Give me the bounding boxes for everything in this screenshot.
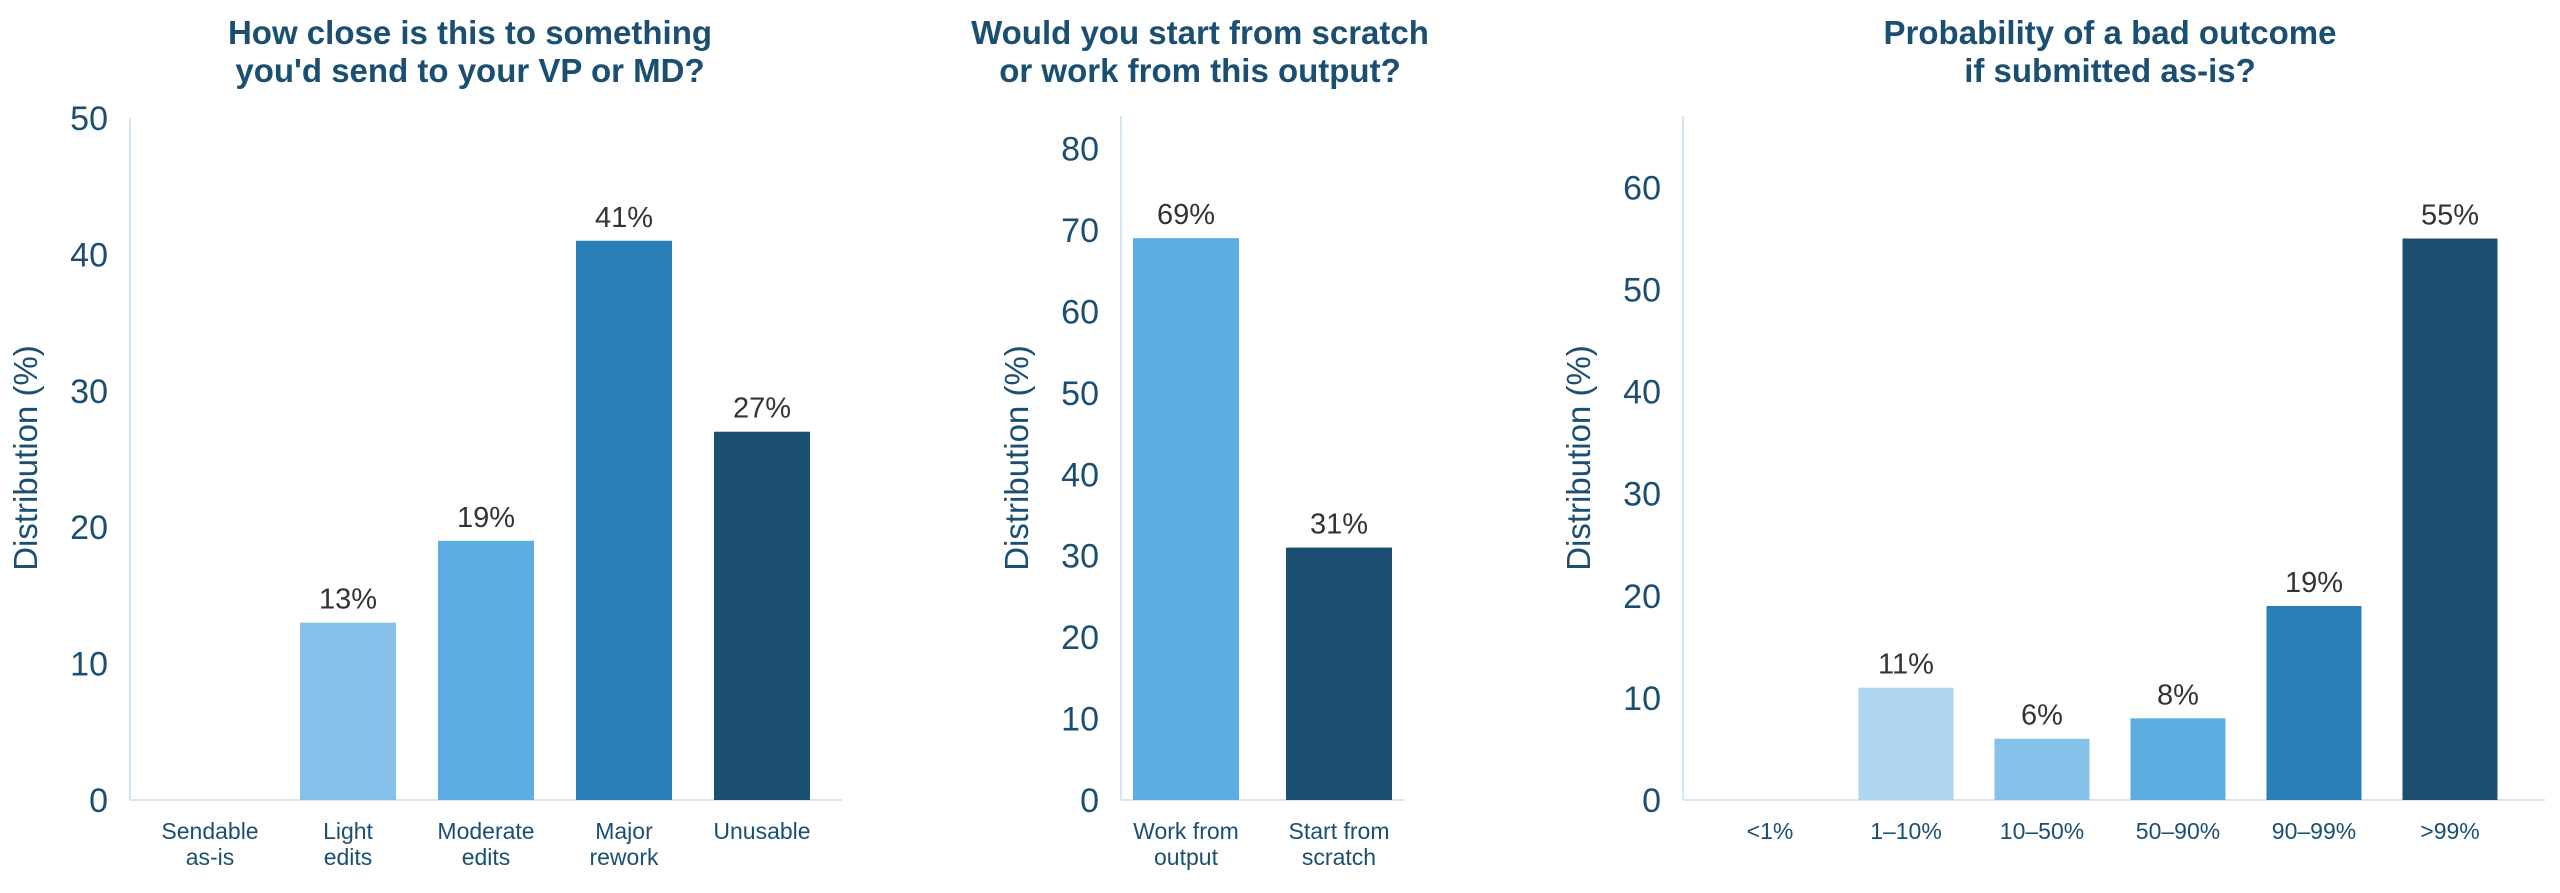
x-tick-label: 90–99% (2272, 818, 2356, 844)
y-tick-label: 0 (1642, 782, 1661, 820)
bar (438, 540, 534, 800)
data-label: 69% (1157, 199, 1215, 231)
data-label: 6% (2021, 700, 2063, 732)
bar (300, 622, 396, 800)
bar (1994, 738, 2090, 800)
y-tick-label: 30 (70, 373, 108, 411)
y-tick-label: 0 (89, 782, 108, 820)
x-tick-label: Moderate (437, 818, 534, 844)
bar-chart-1: 0 10 20 30 40 50 Distribution (%) Sendableas-is… (7, 100, 842, 870)
bar (2130, 718, 2226, 800)
chart-panel-1: How close is this to something you'd sen… (0, 0, 900, 893)
data-label: 31% (1310, 509, 1368, 541)
y-tick-label: 30 (1623, 476, 1661, 514)
data-label: 19% (2285, 567, 2343, 599)
bar (2402, 238, 2498, 801)
y-tick-label: 40 (70, 236, 108, 274)
x-tick-label: scratch (1302, 844, 1376, 870)
chart-title-2-line-2: or work from this output? (999, 52, 1401, 89)
y-tick-label: 50 (1623, 272, 1661, 310)
x-tick-label: <1% (1747, 818, 1794, 844)
y-tick-label: 40 (1623, 374, 1661, 412)
bar (714, 431, 810, 800)
chart-title-1: How close is this to something you'd sen… (0, 14, 900, 90)
chart-title-2-line-1: Would you start from scratch (971, 14, 1429, 51)
y-tick-label: 20 (70, 509, 108, 547)
data-label: 19% (457, 502, 515, 534)
x-tick-label: Work from (1133, 818, 1239, 844)
data-label: 41% (595, 202, 653, 234)
chart-title-1-line-1: How close is this to something (227, 14, 713, 51)
x-tick-label: edits (324, 844, 373, 870)
y-tick-label: 40 (1061, 456, 1099, 494)
y-tick-label: 50 (70, 100, 108, 138)
x-tick-label: output (1154, 844, 1219, 870)
data-label: 27% (733, 393, 791, 425)
x-tick-label: as-is (186, 844, 235, 870)
bar (1286, 547, 1392, 800)
chart-title-3: Probability of a bad outcome if submitte… (1750, 14, 2470, 90)
x-tick-label: 1–10% (1870, 818, 1942, 844)
chart-title-3-line-2: if submitted as-is? (1964, 52, 2256, 89)
x-tick-label: Light (323, 818, 373, 844)
y-tick-label: 10 (70, 646, 108, 684)
x-tick-label: rework (589, 844, 659, 870)
y-tick-label: 70 (1061, 212, 1099, 250)
x-tick-label: Major (595, 818, 653, 844)
bar (2266, 606, 2362, 800)
bar (576, 240, 672, 800)
x-tick-label: Sendable (161, 818, 258, 844)
data-label: 11% (1878, 649, 1934, 681)
data-label: 55% (2421, 200, 2479, 232)
y-tick-label: 60 (1623, 169, 1661, 207)
data-label: 13% (319, 584, 377, 616)
y-axis-label: Distribution (%) (1560, 345, 1597, 571)
y-tick-label: 30 (1061, 538, 1099, 576)
bar-chart-2: 0 10 20 30 40 50 60 70 80 Distribution (%) 69% Work… (998, 116, 1405, 870)
x-tick-label: Unusable (713, 818, 810, 844)
bar (1858, 687, 1954, 800)
y-tick-label: 0 (1080, 782, 1099, 820)
y-axis-label: Distribution (%) (7, 345, 44, 571)
x-tick-label: >99% (2420, 818, 2479, 844)
y-tick-label: 20 (1623, 578, 1661, 616)
y-axis-label: Distribution (%) (998, 345, 1035, 571)
y-tick-label: 50 (1061, 375, 1099, 413)
y-tick-label: 60 (1061, 293, 1099, 331)
chart-title-1-line-2: you'd send to your VP or MD? (235, 52, 705, 89)
chart-title-2: Would you start from scratch or work fro… (900, 14, 1500, 90)
bar (1133, 238, 1239, 801)
y-tick-label: 10 (1623, 680, 1661, 718)
x-tick-label: 10–50% (2000, 818, 2084, 844)
chart-panel-3: Probability of a bad outcome if submitte… (1500, 0, 2560, 893)
y-tick-label: 10 (1061, 701, 1099, 739)
chart-panel-2: Would you start from scratch or work fro… (900, 0, 1500, 893)
bar-chart-3: 0 10 20 30 40 50 60 Distribution (%) <1% 11% 1–10%… (1560, 116, 2545, 844)
x-tick-label: Start from (1289, 818, 1390, 844)
x-tick-label: edits (462, 844, 511, 870)
chart-title-3-line-1: Probability of a bad outcome (1883, 14, 2337, 51)
data-label: 8% (2157, 679, 2199, 711)
y-tick-label: 80 (1061, 131, 1099, 169)
x-tick-label: 50–90% (2136, 818, 2220, 844)
y-tick-label: 20 (1061, 619, 1099, 657)
